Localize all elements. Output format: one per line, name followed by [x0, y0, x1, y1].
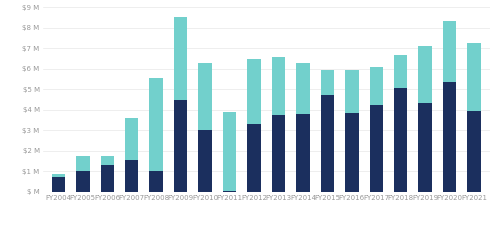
Bar	[100, 156, 114, 165]
Bar	[76, 171, 90, 192]
Bar	[223, 112, 236, 191]
Bar	[272, 57, 285, 115]
Bar	[198, 63, 212, 130]
Bar	[248, 59, 260, 124]
Bar	[320, 70, 334, 94]
Bar	[52, 174, 65, 177]
Bar	[223, 191, 236, 192]
Bar	[320, 94, 334, 192]
Bar	[394, 55, 407, 88]
Bar	[248, 124, 260, 192]
Bar	[345, 70, 358, 113]
Bar	[150, 171, 163, 192]
Bar	[345, 113, 358, 192]
Bar	[394, 88, 407, 192]
Bar	[296, 63, 310, 114]
Bar	[100, 165, 114, 192]
Bar	[174, 100, 188, 192]
Bar	[418, 103, 432, 192]
Bar	[296, 114, 310, 192]
Bar	[76, 156, 90, 171]
Bar	[468, 111, 481, 192]
Bar	[418, 46, 432, 103]
Bar	[198, 130, 212, 192]
Bar	[443, 21, 456, 82]
Bar	[174, 16, 188, 100]
Bar	[468, 43, 481, 111]
Bar	[52, 177, 65, 192]
Bar	[272, 115, 285, 192]
Bar	[443, 82, 456, 192]
Bar	[370, 67, 383, 105]
Bar	[370, 105, 383, 192]
Bar	[125, 160, 138, 192]
Legend: FIC, NIH PARTNERS: FIC, NIH PARTNERS	[214, 243, 319, 246]
Bar	[125, 118, 138, 160]
Bar	[150, 78, 163, 171]
